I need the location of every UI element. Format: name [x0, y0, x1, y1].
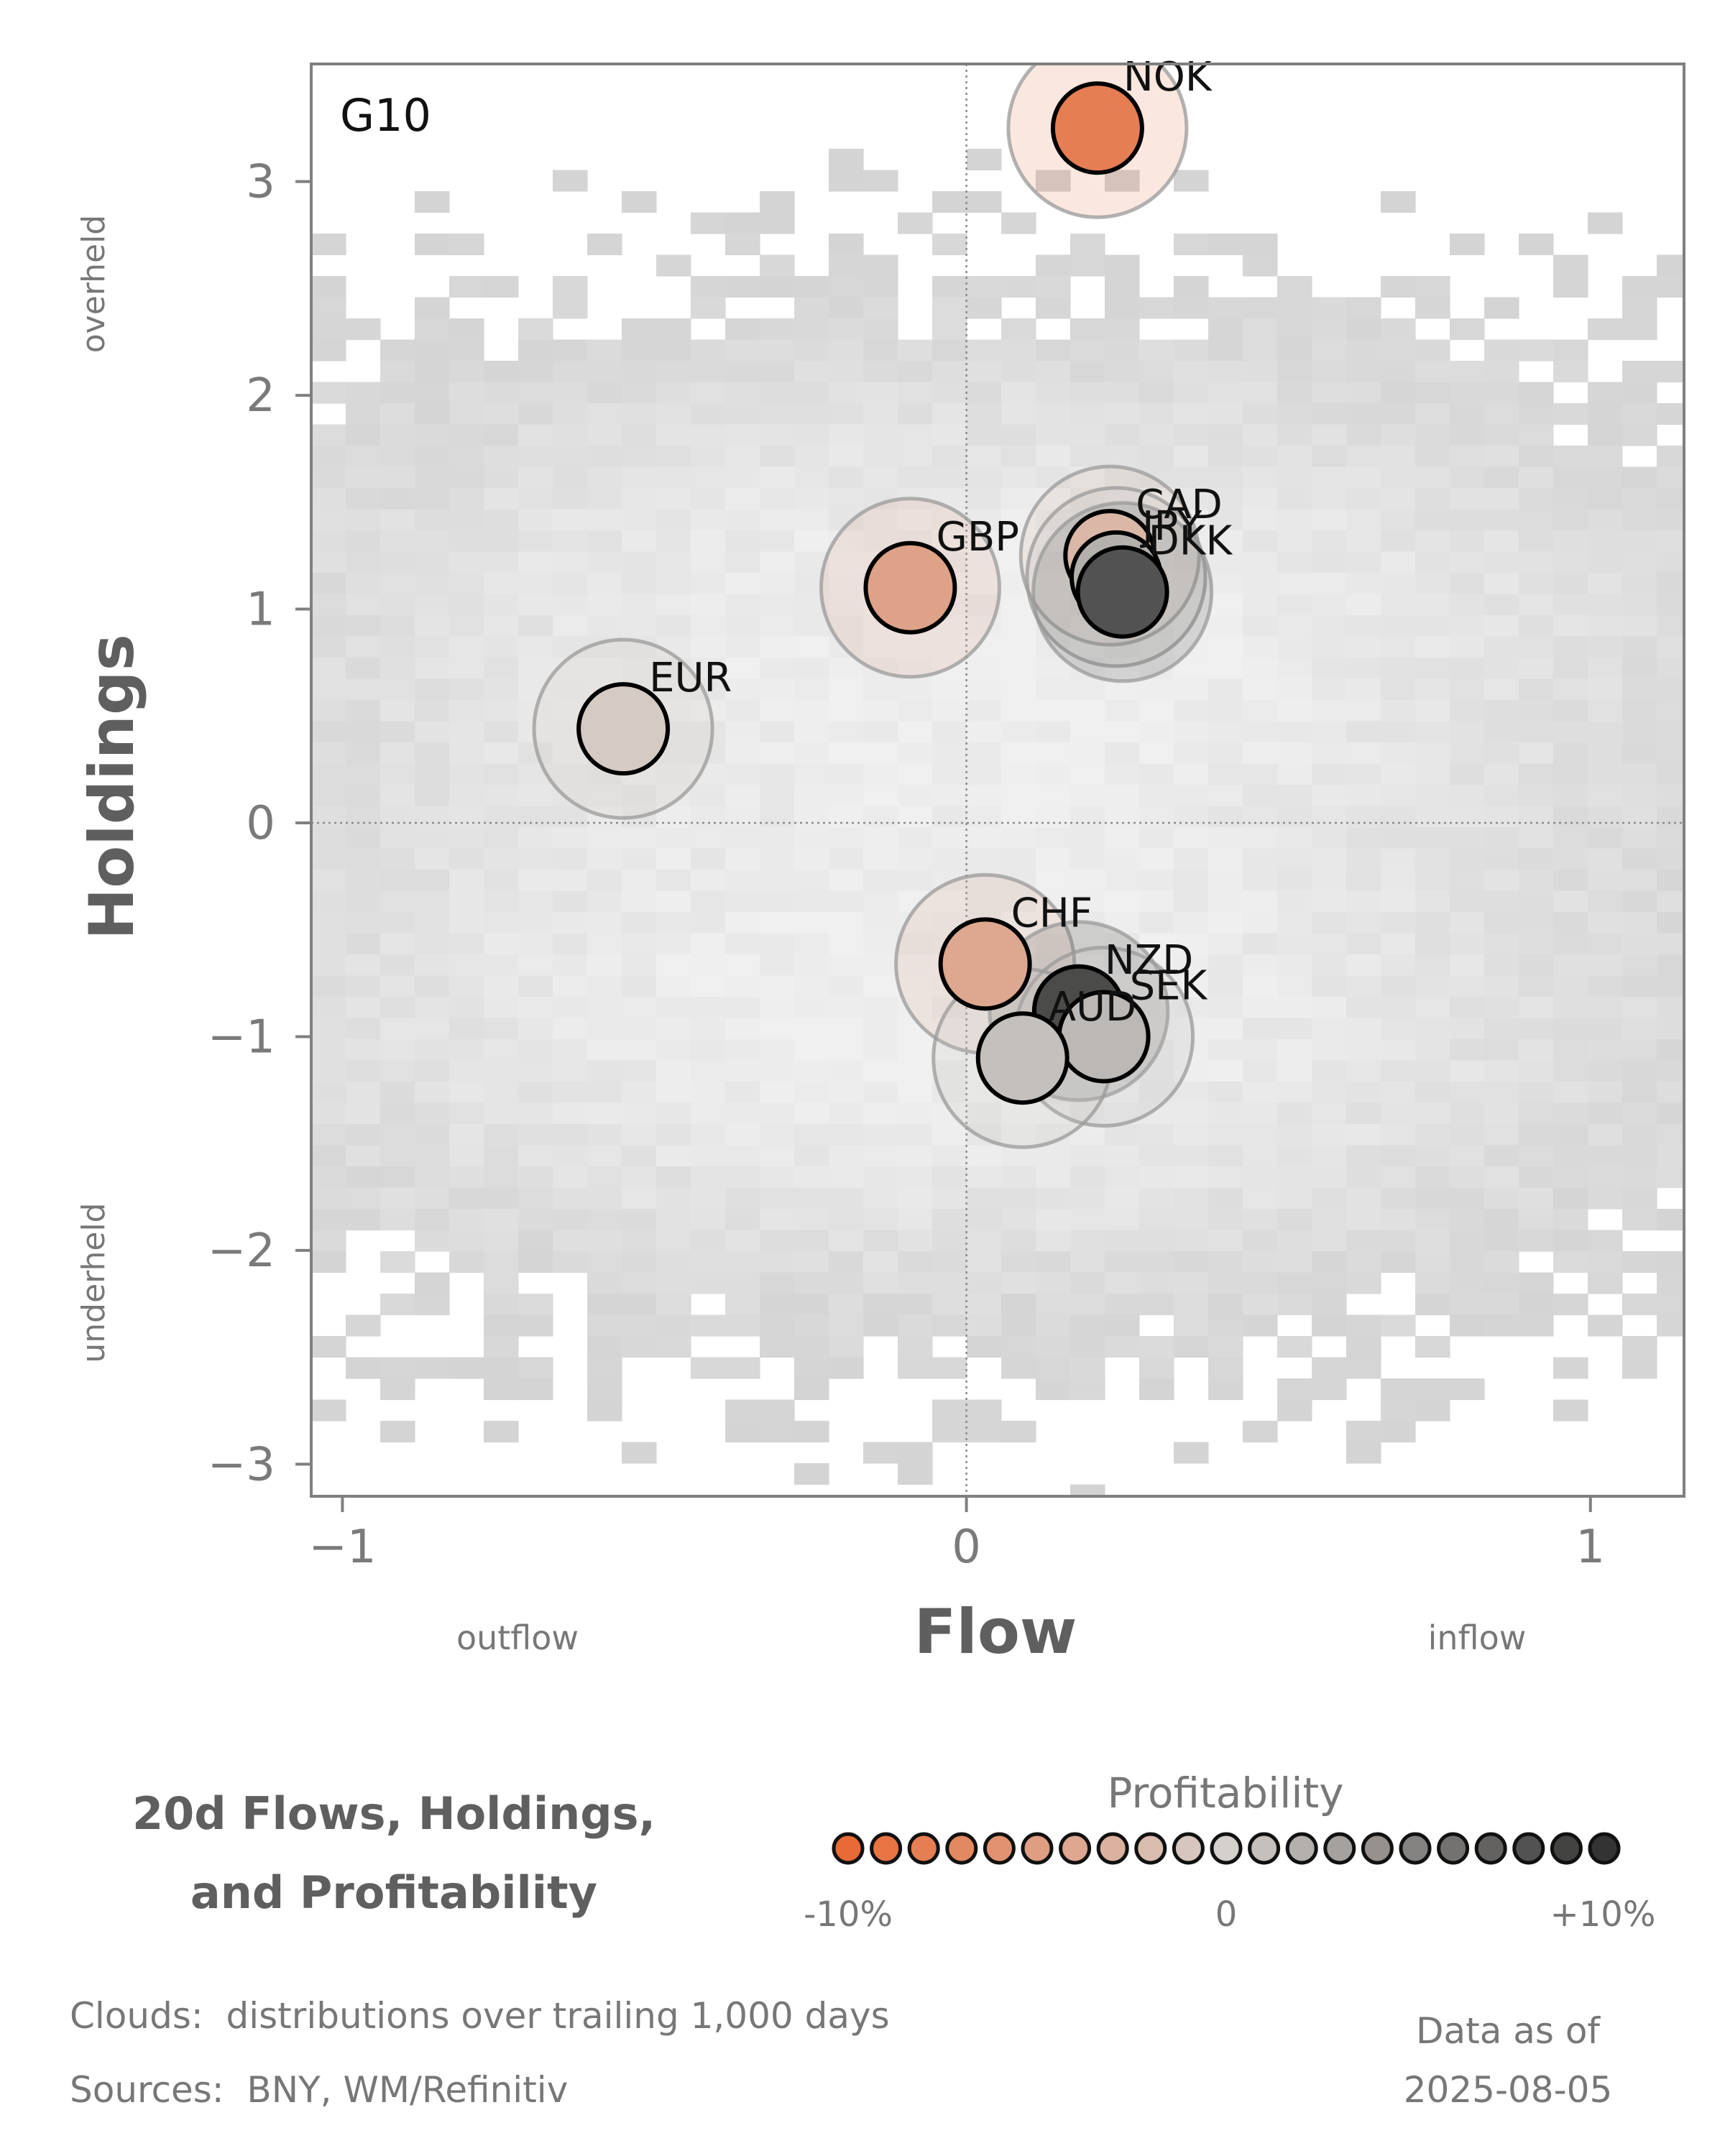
x-tick-label: 0	[952, 1521, 981, 1574]
colorbar-swatch	[1248, 1832, 1281, 1865]
point-dkk	[1075, 545, 1169, 639]
point-markers	[576, 81, 1169, 1105]
y-axis-ticks: −3 −2 −1 0 1 2 3	[208, 156, 311, 1491]
x-annotation-inflow: inflow	[1428, 1618, 1527, 1657]
x-tick-label: 1	[1576, 1521, 1605, 1574]
colorbar-swatch	[907, 1832, 940, 1865]
x-axis-title: Flow	[914, 1596, 1077, 1668]
panel-label: G10	[340, 89, 431, 142]
colorbar-swatch	[1588, 1832, 1621, 1865]
point-label-gbp: GBP	[936, 514, 1019, 561]
point-label-chf: CHF	[1011, 890, 1092, 936]
plot-frame	[310, 63, 1685, 1498]
y-annotation-underheld: underheld	[75, 1202, 112, 1363]
point-label-sek: SEK	[1130, 962, 1208, 1009]
point-eur	[576, 682, 671, 776]
chart-title-line-1: 20d Flows, Holdings,	[132, 1787, 656, 1840]
colorbar-swatch	[983, 1832, 1016, 1865]
point-label-jpy: JPY	[1140, 503, 1202, 550]
colorbar-swatch	[1399, 1832, 1432, 1865]
colorbar-swatch	[1210, 1832, 1243, 1865]
colorbar-min-label: -10%	[804, 1894, 893, 1935]
as-of-label: Data as of	[1416, 2010, 1601, 2052]
profitability-colorbar	[832, 1832, 1621, 1865]
colorbar-swatch	[1096, 1832, 1129, 1865]
colorbar-swatch	[945, 1832, 978, 1865]
x-axis-ticks: −1 0 1	[308, 1496, 1605, 1574]
point-chf	[938, 917, 1032, 1011]
y-axis-title: Holdings	[76, 634, 148, 940]
y-annotation-overheld: overheld	[75, 215, 112, 353]
point-label-nok: NOK	[1123, 54, 1213, 101]
colorbar-swatch	[1134, 1832, 1167, 1865]
distribution-cloud	[311, 149, 1684, 1496]
sources-note: Sources: BNY, WM/Refinitiv	[70, 2069, 568, 2111]
point-label-eur: EUR	[649, 655, 732, 701]
y-tick-label: 1	[246, 584, 275, 637]
as-of-date: 2025-08-05	[1404, 2069, 1613, 2111]
point-label-dkk: DKK	[1149, 518, 1233, 565]
colorbar-swatch	[832, 1832, 865, 1865]
colorbar-swatch	[1550, 1832, 1583, 1865]
point-label-cad: CAD	[1136, 482, 1223, 528]
colorbar-title: Profitability	[1107, 1769, 1343, 1818]
point-aud	[975, 1011, 1070, 1105]
y-tick-label: 2	[246, 369, 275, 423]
y-tick-label: −1	[208, 1010, 275, 1064]
reference-lines	[311, 64, 1684, 1496]
colorbar-swatch	[1361, 1832, 1394, 1865]
clouds-note: Clouds: distributions over trailing 1,00…	[70, 1995, 890, 2037]
y-tick-label: −2	[208, 1225, 275, 1278]
y-tick-label: −3	[208, 1438, 275, 1491]
colorbar-swatch	[1059, 1832, 1092, 1865]
point-label-nzd: NZD	[1105, 937, 1193, 984]
point-label-aud: AUD	[1049, 984, 1136, 1031]
colorbar-swatch	[870, 1832, 903, 1865]
x-tick-label: −1	[308, 1521, 376, 1574]
point-gbp	[863, 540, 957, 635]
colorbar-swatch	[1021, 1832, 1054, 1865]
colorbar-mid-label: 0	[1215, 1894, 1238, 1935]
chart-title-line-2: and Profitability	[190, 1866, 597, 1919]
colorbar-swatch	[1323, 1832, 1356, 1865]
colorbar-max-label: +10%	[1550, 1894, 1656, 1935]
colorbar-swatch	[1437, 1832, 1470, 1865]
colorbar-swatch	[1172, 1832, 1205, 1865]
colorbar-swatch	[1512, 1832, 1545, 1865]
colorbar-swatch	[1285, 1832, 1318, 1865]
y-tick-label: 3	[246, 156, 275, 209]
x-annotation-outflow: outflow	[456, 1618, 579, 1657]
colorbar-swatch	[1474, 1832, 1507, 1865]
point-nok	[1050, 81, 1144, 175]
y-tick-label: 0	[246, 797, 275, 850]
